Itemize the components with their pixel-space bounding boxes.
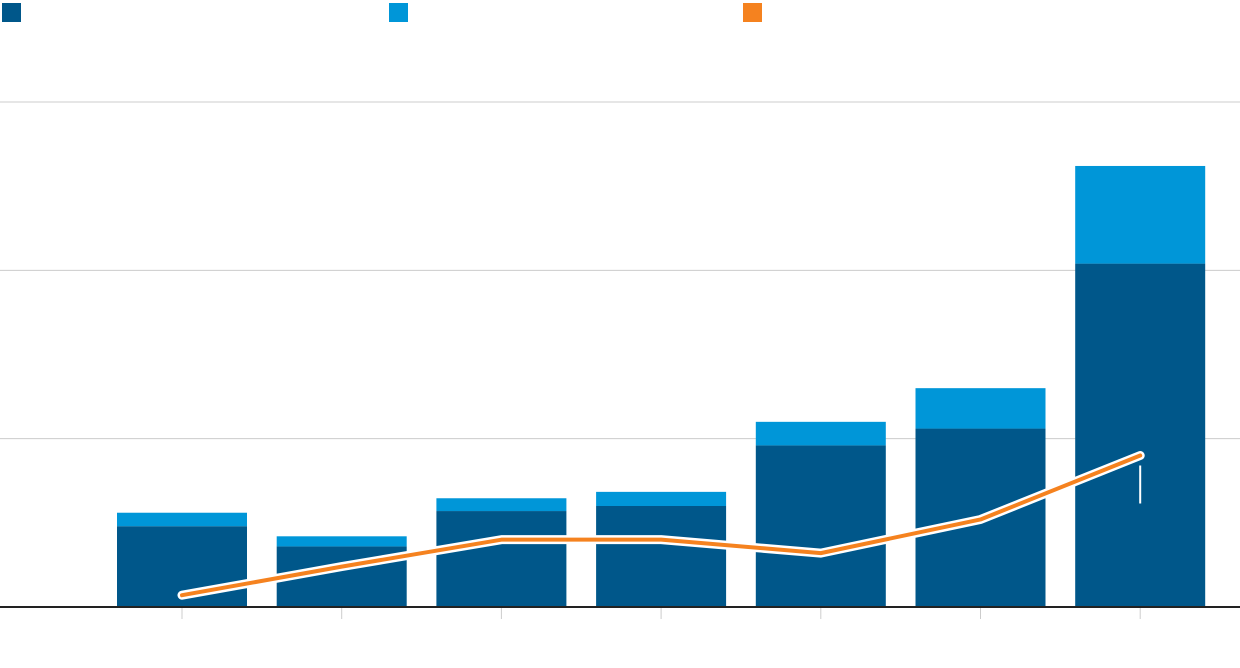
bar-s2-6: [915, 388, 1046, 429]
gridlines: [0, 101, 1240, 440]
bar-s2-7: [1075, 165, 1206, 264]
legend-swatch-3: [743, 3, 762, 22]
line-series: [177, 451, 1145, 600]
bar-s2-3: [436, 498, 567, 512]
x-axis: [0, 606, 1240, 619]
legend-swatch-1: [2, 3, 21, 22]
bar-s1-7: [1075, 263, 1206, 607]
bar-s2-5: [755, 421, 886, 446]
bar-s1-4: [596, 506, 727, 607]
bar-series: [117, 165, 1206, 607]
bar-s1-5: [755, 445, 886, 607]
bar-s2-2: [276, 536, 407, 547]
chart-legend: [2, 3, 762, 22]
line-path: [180, 453, 1143, 598]
bar-s2-1: [117, 512, 247, 527]
legend-swatch-2: [389, 3, 408, 22]
bar-s1-3: [436, 511, 567, 607]
bar-s2-4: [596, 491, 727, 506]
